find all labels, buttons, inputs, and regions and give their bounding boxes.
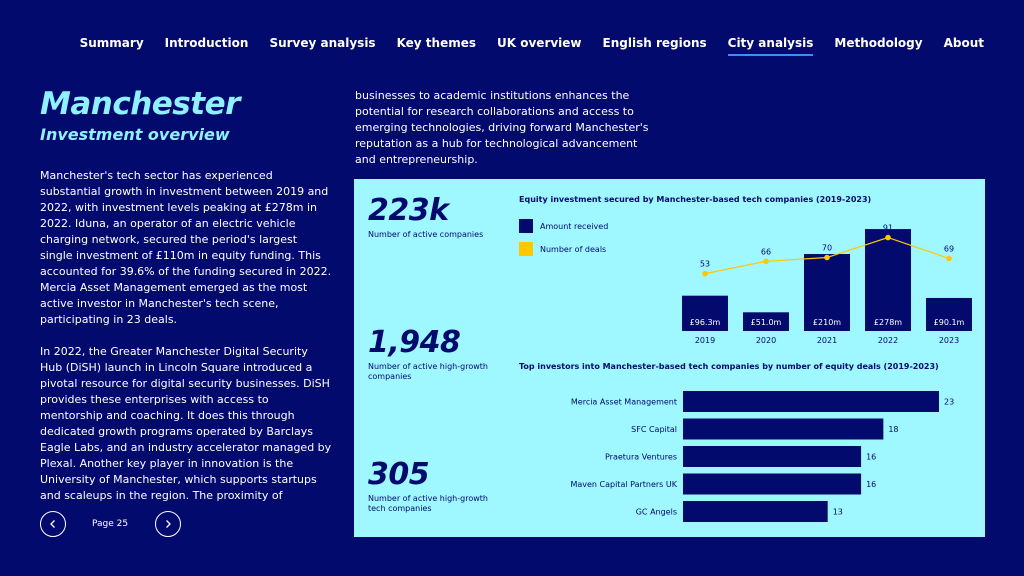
- nav-link-summary[interactable]: Summary: [79, 36, 144, 50]
- stat-label: Number of active high-growth tech compan…: [368, 494, 488, 513]
- continued-paragraph: businesses to academic institutions enha…: [355, 89, 649, 166]
- category-label: Maven Capital Partners UK: [570, 480, 677, 489]
- x-tick-label: 2022: [878, 336, 898, 345]
- bar-value-label: £96.3m: [690, 318, 721, 327]
- stat-value: 305: [368, 457, 430, 492]
- bar: [804, 254, 850, 331]
- infographic-panel: 223k Number of active companies 1,948 Nu…: [354, 179, 985, 537]
- category-label: Praetura Ventures: [605, 453, 677, 462]
- page-subtitle: Investment overview: [40, 125, 230, 144]
- page-number: Page 25: [92, 519, 129, 529]
- nav-link-about[interactable]: About: [943, 36, 984, 50]
- deals-value-label: 69: [944, 244, 954, 253]
- bar-value-label: 23: [944, 398, 954, 407]
- prev-page-button[interactable]: [40, 511, 66, 537]
- investment-chart: £96.3m 2019 £51.0m 2020 £210m 2021 £278m 2022 £9…: [682, 224, 972, 345]
- bar-value-label: 13: [833, 508, 843, 517]
- stat-value: 1,948: [368, 325, 461, 360]
- bar-value-label: £51.0m: [751, 318, 782, 327]
- nav-link-survey-analysis[interactable]: Survey analysis: [269, 36, 376, 50]
- bar: [683, 446, 862, 467]
- stat-block: 305 Number of active high-growth tech co…: [368, 457, 498, 514]
- stat-block: 1,948 Number of active high-growth compa…: [368, 325, 498, 382]
- bar-value-label: £90.1m: [934, 318, 965, 327]
- deals-point: [702, 270, 708, 277]
- nav-link-city-analysis[interactable]: City analysis: [727, 36, 814, 56]
- bar: [682, 295, 728, 331]
- nav-link-methodology[interactable]: Methodology: [834, 36, 923, 50]
- deals-value-label: 53: [700, 260, 710, 269]
- paragraph: Manchester's tech sector has experienced…: [40, 169, 332, 326]
- nav-link-uk-overview[interactable]: UK overview: [497, 36, 582, 50]
- legend-item: Amount received: [519, 219, 608, 233]
- bar: [683, 501, 828, 522]
- bar-value-label: £210m: [813, 318, 841, 327]
- paragraph: In 2022, the Greater Manchester Digital …: [40, 345, 332, 502]
- deals-value-label: 66: [761, 247, 771, 256]
- deals-point: [946, 255, 952, 262]
- chevron-left-icon: [50, 520, 55, 528]
- bar: [683, 418, 884, 440]
- x-tick-label: 2021: [817, 336, 837, 345]
- legend-item: Number of deals: [519, 242, 608, 256]
- nav-link-english-regions[interactable]: English regions: [602, 36, 707, 50]
- bar-value-label: 16: [866, 453, 876, 462]
- pager: Page 25: [40, 511, 182, 537]
- stat-value: 223k: [368, 193, 449, 228]
- bar-value-label: 16: [866, 480, 876, 489]
- x-tick-label: 2023: [939, 336, 959, 345]
- x-tick-label: 2019: [695, 336, 715, 345]
- deals-point: [824, 254, 830, 261]
- x-tick-label: 2020: [756, 336, 776, 345]
- body-text: Manchester's tech sector has experienced…: [40, 168, 332, 520]
- legend-label: Amount received: [540, 221, 609, 231]
- chart-title: Equity investment secured by Manchester-…: [519, 195, 872, 204]
- bar: [683, 473, 862, 495]
- bar: [865, 229, 911, 331]
- bar: [743, 312, 789, 331]
- bar-value-label: 18: [888, 425, 898, 434]
- deals-point: [885, 234, 891, 241]
- chart-title: Top investors into Manchester-based tech…: [519, 362, 939, 371]
- next-page-button[interactable]: [155, 511, 182, 537]
- legend-label: Number of deals: [540, 244, 607, 254]
- top-nav: Summary Introduction Survey analysis Key th…: [59, 36, 984, 56]
- nav-link-introduction[interactable]: Introduction: [164, 36, 249, 50]
- bar: [926, 297, 972, 331]
- bar: [683, 391, 939, 412]
- stat-block: 223k Number of active companies: [368, 193, 498, 240]
- chart-legend: Amount received Number of deals: [519, 219, 608, 265]
- stat-label: Number of active high-growth companies: [368, 362, 488, 381]
- category-label: Mercia Asset Management: [571, 398, 677, 407]
- nav-link-key-themes[interactable]: Key themes: [396, 36, 477, 50]
- investors-chart: Mercia Asset Management 23 SFC Capital 18 Pr…: [570, 391, 954, 522]
- legend-swatch: [519, 242, 533, 256]
- chevron-right-icon: [166, 520, 172, 528]
- deals-value-label: 91: [883, 224, 893, 233]
- page-title: Manchester: [40, 86, 240, 122]
- category-label: GC Angels: [636, 508, 677, 517]
- deals-value-label: 70: [822, 244, 832, 253]
- category-label: SFC Capital: [631, 425, 677, 434]
- deals-point: [763, 258, 769, 265]
- stat-label: Number of active companies: [368, 230, 484, 239]
- legend-swatch: [519, 219, 533, 233]
- bar-value-label: £278m: [874, 318, 902, 327]
